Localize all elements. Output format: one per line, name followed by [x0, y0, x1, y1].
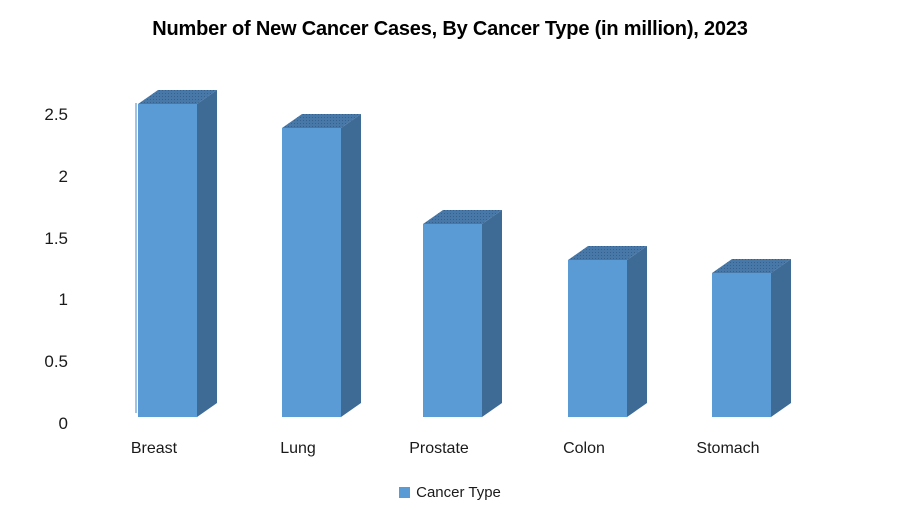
- y-axis-tick-label: 0.5: [44, 352, 68, 372]
- bar-front-face: [138, 104, 197, 417]
- legend: Cancer Type: [0, 484, 900, 501]
- y-axis-tick-label: 1.5: [44, 228, 68, 248]
- chart-title: Number of New Cancer Cases, By Cancer Ty…: [152, 18, 748, 40]
- bar-top-face: [138, 90, 217, 104]
- y-axis-line: [135, 103, 137, 413]
- x-axis-label-prostate: Prostate: [409, 440, 469, 457]
- bar-side-face: [341, 114, 361, 417]
- y-axis-tick-label: 2.5: [44, 105, 68, 124]
- y-axis-tick-label: 0: [58, 414, 68, 433]
- y-axis-tick-label: 2: [58, 166, 68, 186]
- bar-lung: [282, 114, 361, 417]
- bar-side-face: [197, 90, 217, 417]
- bar-top-face: [282, 114, 361, 128]
- legend-label: Cancer Type: [416, 484, 501, 501]
- bar-side-face: [771, 259, 791, 417]
- y-axis-tick-label: 1: [58, 290, 68, 310]
- x-axis-label-breast: Breast: [130, 440, 178, 457]
- x-axis-label-lung: Lung: [280, 440, 316, 457]
- bar-colon: [568, 246, 647, 417]
- bar-side-face: [627, 246, 647, 417]
- bar-prostate: [423, 210, 502, 417]
- bar-stomach: [712, 259, 791, 417]
- legend-swatch-icon: [399, 487, 411, 498]
- x-axis-label-colon: Colon: [563, 440, 605, 457]
- bar-breast: [138, 90, 217, 417]
- bar-top-face: [423, 210, 502, 224]
- bar-front-face: [423, 224, 482, 417]
- bar-side-face: [482, 210, 502, 417]
- bar-top-face: [712, 259, 791, 273]
- x-axis-label-stomach: Stomach: [696, 440, 760, 457]
- bar-front-face: [282, 128, 341, 417]
- bar-top-face: [568, 246, 647, 260]
- bar-front-face: [712, 273, 771, 417]
- bar-front-face: [568, 260, 627, 417]
